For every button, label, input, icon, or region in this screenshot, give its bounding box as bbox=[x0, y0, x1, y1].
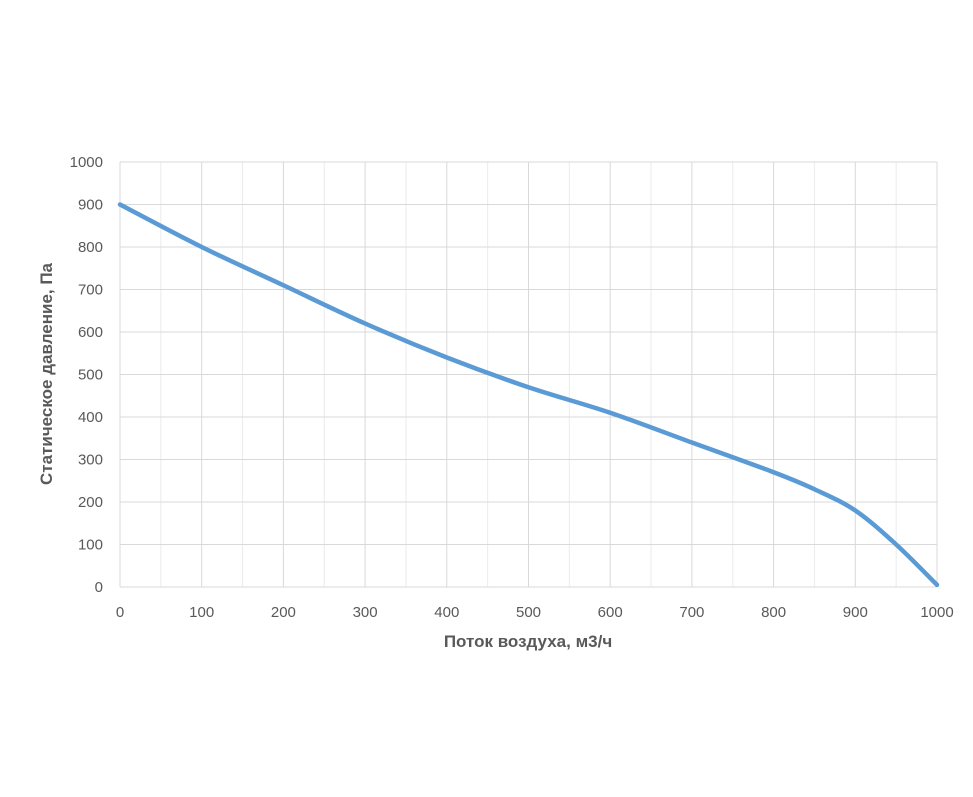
x-axis-title: Поток воздуха, м3/ч bbox=[444, 632, 612, 651]
y-tick-label: 400 bbox=[78, 409, 103, 426]
y-tick-label: 900 bbox=[78, 197, 103, 214]
x-tick-label: 0 bbox=[116, 604, 124, 621]
y-tick-label: 200 bbox=[78, 494, 103, 511]
major-gridlines bbox=[119, 161, 938, 588]
y-tick-label: 100 bbox=[78, 537, 103, 554]
series-lines bbox=[117, 202, 940, 588]
x-tick-label: 100 bbox=[189, 604, 214, 621]
x-tick-label: 900 bbox=[843, 604, 868, 621]
x-tick-label: 800 bbox=[761, 604, 786, 621]
x-tick-label: 600 bbox=[598, 604, 623, 621]
series-line bbox=[117, 202, 940, 588]
x-tick-label: 200 bbox=[271, 604, 296, 621]
y-tick-label: 700 bbox=[78, 282, 103, 299]
x-tick-label: 700 bbox=[679, 604, 704, 621]
y-tick-label: 300 bbox=[78, 452, 103, 469]
y-tick-label: 0 bbox=[95, 579, 103, 596]
y-tick-label: 1000 bbox=[70, 154, 103, 171]
x-tick-label: 400 bbox=[434, 604, 459, 621]
x-tick-label: 300 bbox=[353, 604, 378, 621]
y-tick-label: 800 bbox=[78, 239, 103, 256]
x-axis-tick-labels: 0 100 200 300 400 500 600 700 800 900 1000 bbox=[116, 604, 954, 621]
y-tick-label: 600 bbox=[78, 324, 103, 341]
y-tick-label: 500 bbox=[78, 367, 103, 384]
x-tick-label: 1000 bbox=[920, 604, 953, 621]
x-tick-label: 500 bbox=[516, 604, 541, 621]
y-axis-title: Статическое давление, Па bbox=[37, 262, 56, 485]
y-axis-tick-labels: 0 100 200 300 400 500 600 700 800 900 1000 bbox=[70, 154, 103, 596]
